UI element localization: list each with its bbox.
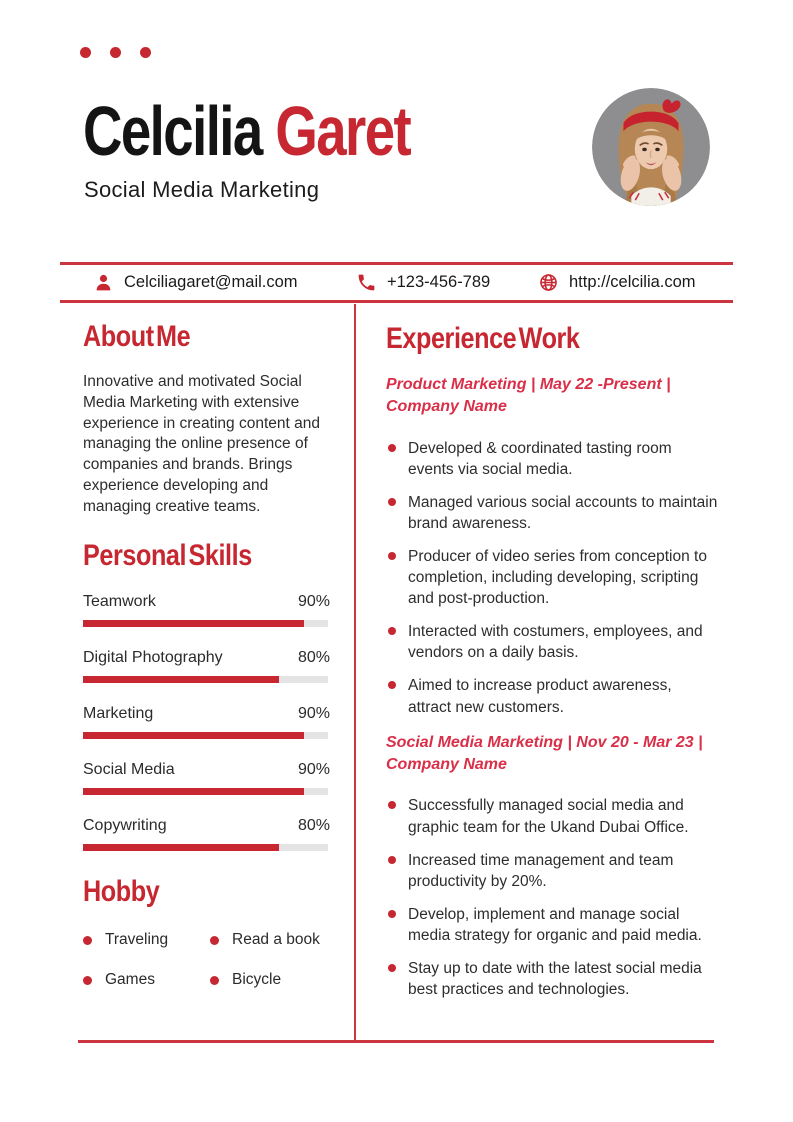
skill-bar-fill (83, 788, 304, 796)
hobby-label: Read a book (232, 931, 320, 949)
hobby-item: Traveling (83, 931, 210, 949)
job-bullet: Aimed to increase product awareness, att… (386, 675, 718, 717)
skill-percent: 80% (297, 817, 330, 835)
skill-row: Marketing 90% (83, 705, 330, 740)
contact-email: Celciliagaret@mail.com (93, 265, 298, 300)
person-icon (96, 274, 111, 291)
experience-title: Experience Work (386, 322, 580, 355)
job-heading: Product Marketing | May 22 -Present | Co… (386, 376, 671, 416)
experience-job: Social Media Marketing | Nov 20 - Mar 23… (386, 732, 718, 1000)
skill-bar-track (83, 676, 328, 684)
first-name: Celcilia (83, 92, 263, 170)
skill-row: Copywriting 80% (83, 817, 330, 852)
left-column: About Me Innovative and motivated Social… (83, 322, 330, 989)
job-bullet-list: Successfully managed social media and gr… (386, 795, 718, 1000)
skill-label: Marketing (83, 705, 154, 723)
job-bullet: Developed & coordinated tasting room eve… (386, 438, 718, 480)
job-title-subtitle: Social Media Marketing (84, 177, 320, 202)
hobby-item: Read a book (210, 931, 330, 949)
skill-bar-fill (83, 844, 279, 852)
column-divider-line (354, 304, 356, 1040)
skill-row: Teamwork 90% (83, 593, 330, 628)
bullet-dot-icon (210, 975, 219, 985)
job-bullet: Successfully managed social media and gr… (386, 795, 718, 837)
bullet-dot-icon (83, 975, 92, 985)
contact-website: http://celcilia.com (538, 265, 696, 300)
job-bullet: Producer of video series from conception… (386, 546, 718, 609)
skill-row: Digital Photography 80% (83, 649, 330, 684)
phone-icon (358, 274, 375, 291)
job-bullet: Interacted with costumers, employees, an… (386, 621, 718, 663)
page-title: Celcilia Garet (83, 96, 412, 166)
skill-bar-fill (83, 620, 304, 628)
contact-website-text: http://celcilia.com (569, 273, 696, 291)
dot-icon (80, 47, 91, 58)
skill-bar-track (83, 844, 328, 852)
contact-phone: +123-456-789 (356, 265, 490, 300)
skill-bar-fill (83, 676, 279, 684)
hobby-item: Bicycle (210, 971, 330, 989)
hobby-item: Games (83, 971, 210, 989)
globe-icon (540, 274, 557, 291)
profile-photo (592, 88, 710, 206)
contact-bar: Celciliagaret@mail.com +123-456-789 http… (60, 262, 733, 303)
hobby-label: Games (105, 971, 155, 989)
skill-label: Copywriting (83, 817, 167, 835)
hobby-label: Bicycle (232, 971, 282, 989)
job-bullet: Develop, implement and manage social med… (386, 904, 718, 946)
about-me-text: Innovative and motivated Social Media Ma… (83, 373, 320, 515)
job-bullet-list: Developed & coordinated tasting room eve… (386, 438, 718, 718)
bullet-dot-icon (83, 935, 92, 945)
bullet-dot-icon (210, 935, 219, 945)
skill-label: Digital Photography (83, 649, 223, 667)
skill-bar-track (83, 788, 328, 796)
job-bullet: Increased time management and team produ… (386, 850, 718, 892)
job-bullet: Stay up to date with the latest social m… (386, 958, 718, 1000)
job-heading: Social Media Marketing | Nov 20 - Mar 23… (386, 733, 703, 774)
right-column: Experience Work Product Marketing | May … (386, 324, 718, 1012)
skill-label: Social Media (83, 761, 175, 779)
about-me-title: About Me (83, 320, 191, 353)
decorative-dots (80, 47, 151, 58)
contact-email-text: Celciliagaret@mail.com (124, 273, 298, 291)
skill-bar-track (83, 732, 328, 740)
contact-phone-text: +123-456-789 (387, 273, 491, 291)
dot-icon (140, 47, 151, 58)
last-name: Garet (275, 92, 411, 170)
hobby-list: Traveling Games Read a book Bicycle (83, 931, 330, 989)
skill-label: Teamwork (83, 593, 156, 611)
job-bullet: Managed various social accounts to maint… (386, 492, 718, 534)
skill-bar-fill (83, 732, 304, 740)
skill-row: Social Media 90% (83, 761, 330, 796)
avatar-illustration (592, 88, 710, 206)
bottom-rule-line (78, 1040, 714, 1043)
skill-bar-track (83, 620, 328, 628)
dot-icon (110, 47, 121, 58)
skill-percent: 80% (297, 649, 330, 667)
experience-job: Product Marketing | May 22 -Present | Co… (386, 374, 718, 718)
skill-percent: 90% (297, 593, 330, 611)
skill-percent: 90% (297, 761, 330, 779)
personal-skills-title: Personal Skills (83, 539, 252, 573)
skill-percent: 90% (297, 705, 330, 723)
hobby-label: Traveling (105, 931, 169, 949)
hobby-title: Hobby (83, 875, 160, 909)
